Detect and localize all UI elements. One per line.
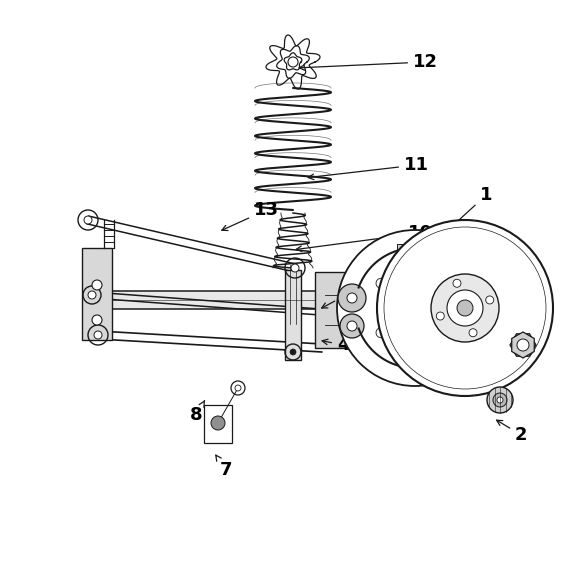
Circle shape (452, 303, 462, 313)
Text: 2: 2 (497, 420, 527, 444)
Circle shape (288, 57, 298, 67)
Circle shape (235, 385, 241, 391)
Circle shape (211, 416, 225, 430)
Bar (409, 354, 421, 370)
Bar (285, 270, 301, 360)
Bar (397, 244, 433, 256)
Circle shape (493, 393, 507, 407)
Circle shape (376, 328, 386, 338)
Text: 9: 9 (356, 307, 409, 329)
Circle shape (92, 315, 102, 325)
Polygon shape (512, 332, 534, 358)
Circle shape (377, 220, 553, 396)
Text: 7: 7 (216, 455, 232, 479)
Circle shape (84, 216, 92, 224)
Circle shape (486, 296, 494, 304)
Bar (82, 248, 112, 340)
Circle shape (403, 296, 427, 320)
Circle shape (337, 230, 493, 386)
Circle shape (447, 290, 483, 326)
Circle shape (390, 283, 440, 333)
Text: 10: 10 (296, 224, 433, 251)
Bar (315, 272, 345, 348)
Text: 1: 1 (451, 186, 493, 227)
Text: 5: 5 (513, 326, 546, 350)
Circle shape (431, 274, 499, 342)
Circle shape (338, 284, 366, 312)
Circle shape (453, 279, 461, 287)
Text: 11: 11 (308, 156, 429, 180)
Circle shape (517, 339, 529, 351)
Circle shape (290, 349, 296, 355)
Circle shape (497, 397, 503, 403)
Circle shape (94, 331, 102, 339)
Circle shape (457, 300, 473, 316)
Text: 6: 6 (379, 261, 423, 293)
Circle shape (436, 312, 445, 320)
Circle shape (291, 264, 299, 272)
Bar (204, 405, 232, 443)
Circle shape (423, 263, 433, 273)
Circle shape (347, 293, 357, 303)
Circle shape (347, 321, 357, 331)
Circle shape (469, 329, 477, 337)
Circle shape (423, 343, 433, 353)
Circle shape (376, 279, 386, 288)
Circle shape (88, 291, 96, 299)
Text: 8: 8 (190, 401, 205, 424)
Text: 4: 4 (322, 336, 349, 354)
Bar (289, 270, 297, 290)
Text: 13: 13 (222, 201, 279, 231)
Circle shape (340, 314, 364, 338)
Polygon shape (510, 334, 536, 356)
Circle shape (487, 387, 513, 413)
Text: 12: 12 (299, 53, 438, 71)
Bar (112, 291, 330, 309)
Text: 3: 3 (322, 286, 352, 308)
Circle shape (92, 280, 102, 290)
